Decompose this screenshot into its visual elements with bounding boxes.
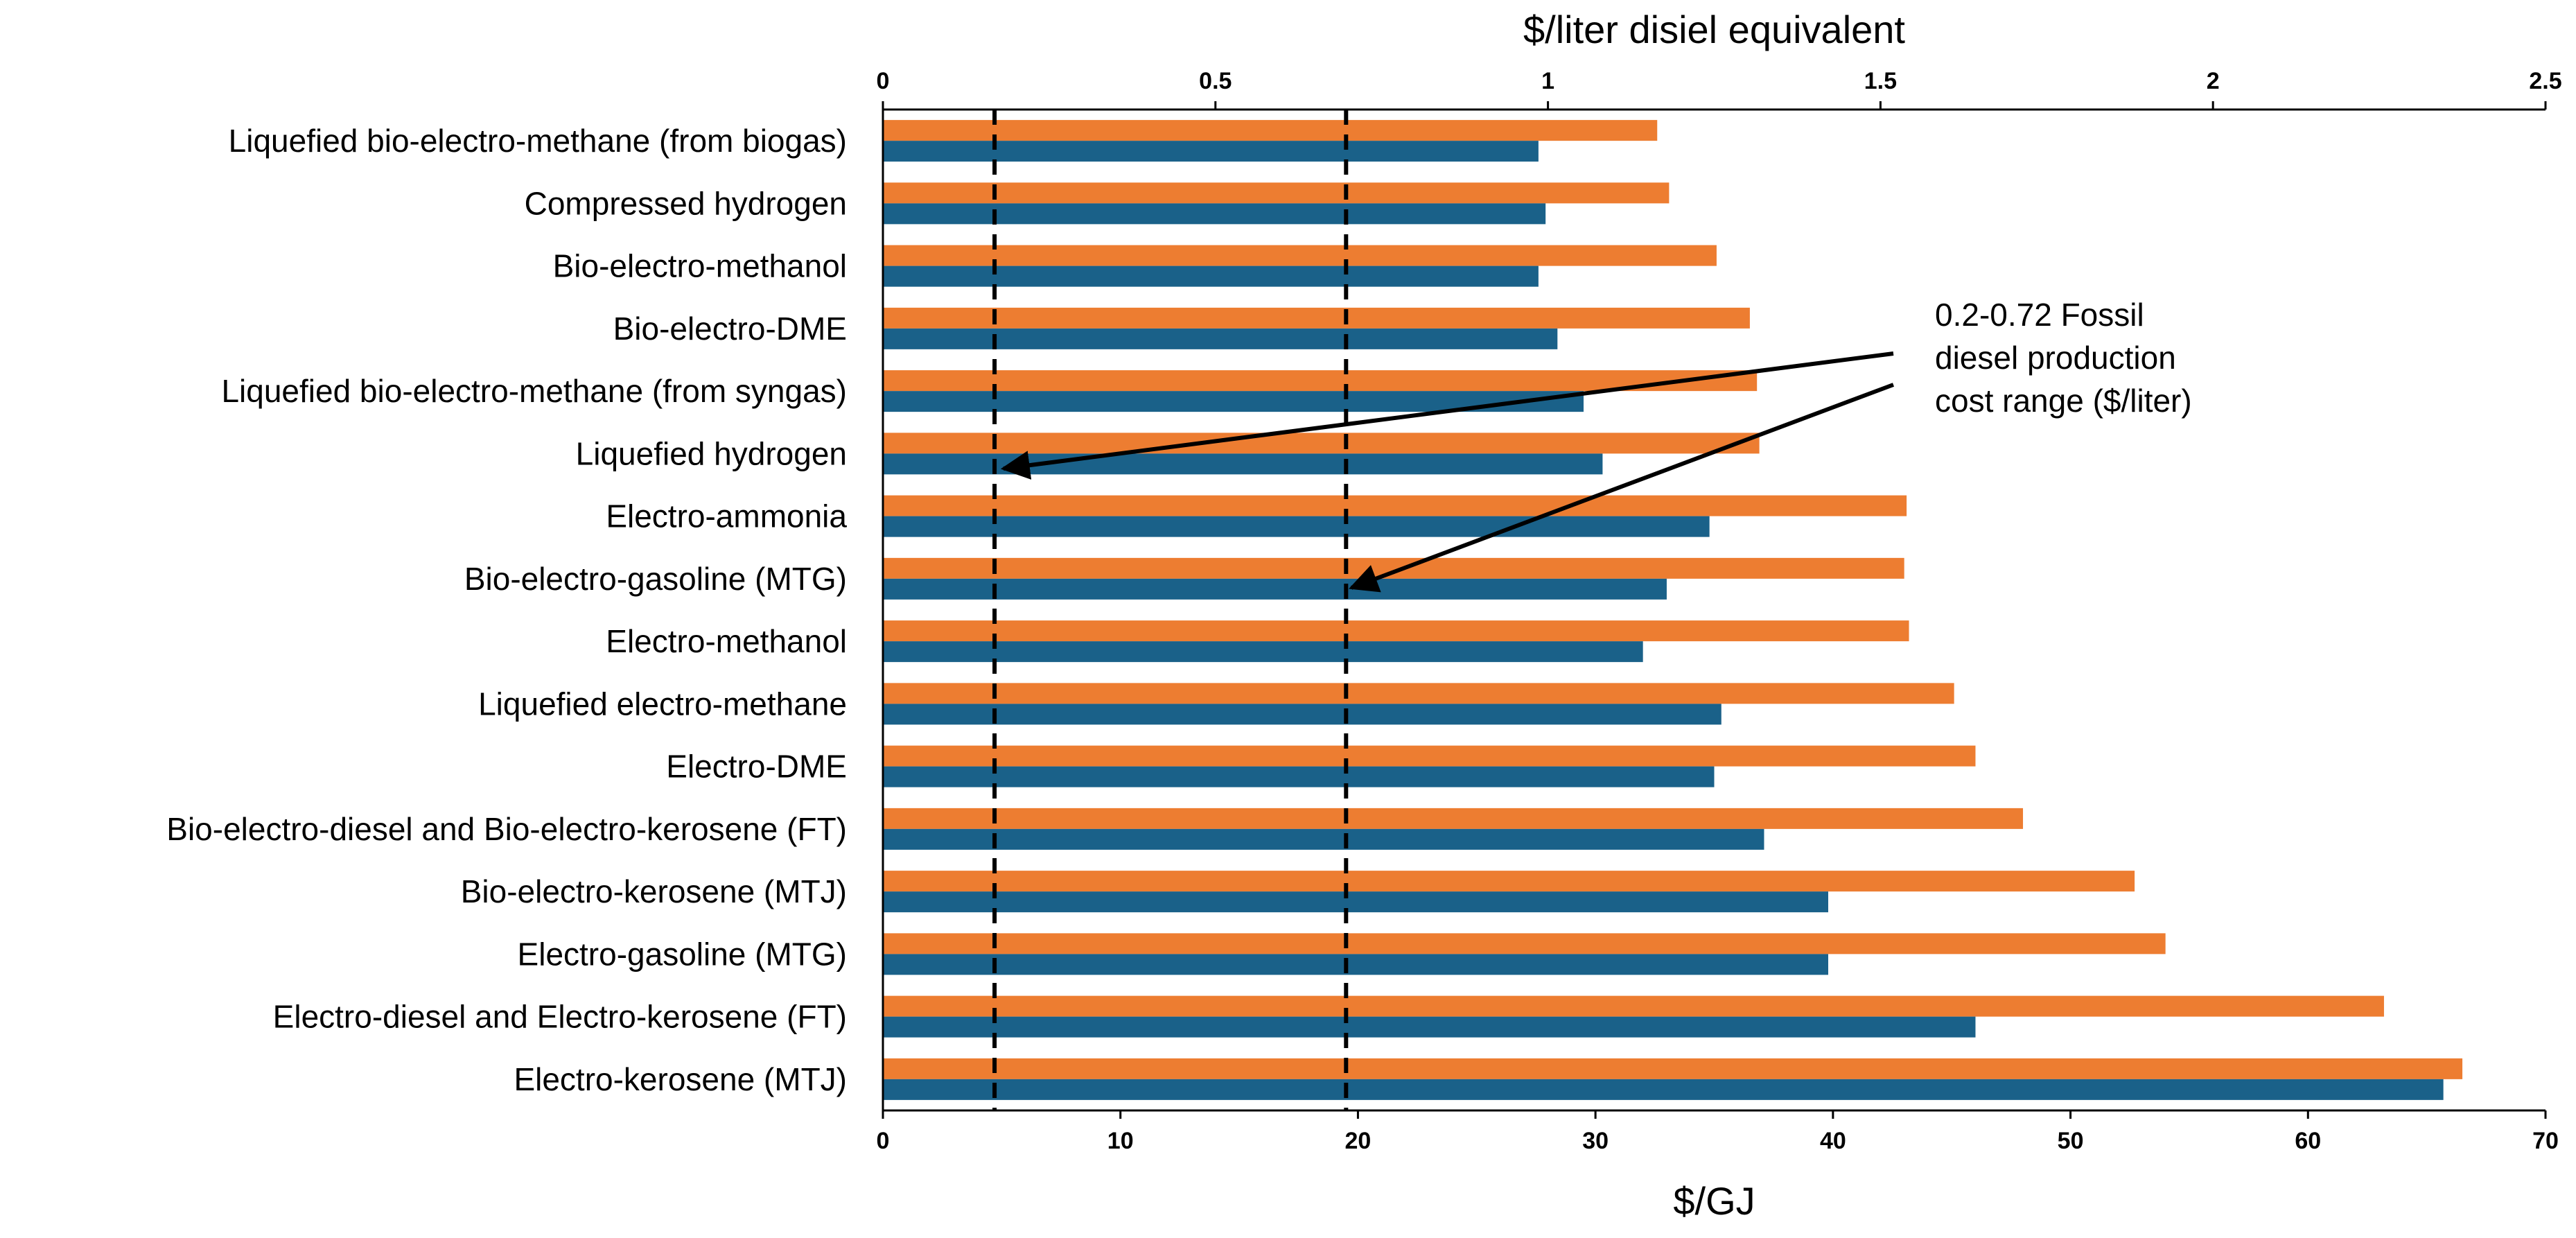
x-tick-label-top: 0 [877, 68, 890, 94]
bar-blue-9 [883, 641, 1643, 663]
bar-orange-15 [883, 995, 2384, 1017]
bar-blue-16 [883, 1079, 2444, 1100]
category-label: Electro-diesel and Electro-kerosene (FT) [273, 999, 847, 1035]
category-label: Electro-gasoline (MTG) [518, 936, 847, 972]
bar-orange-3 [883, 245, 1717, 266]
category-label: Bio-electro-gasoline (MTG) [464, 561, 847, 597]
annotation-text-line: cost range ($/liter) [1935, 383, 2192, 419]
bar-orange-11 [883, 745, 1976, 767]
category-label: Electro-DME [666, 749, 847, 785]
x-tick-label-bottom: 40 [1820, 1128, 1846, 1154]
x-tick-label-bottom: 70 [2532, 1128, 2559, 1154]
category-label: Electro-ammonia [606, 498, 847, 534]
bar-orange-2 [883, 182, 1670, 204]
category-label: Bio-electro-diesel and Bio-electro-keros… [166, 811, 847, 847]
bar-orange-5 [883, 370, 1758, 392]
bar-orange-16 [883, 1058, 2463, 1079]
bar-blue-13 [883, 891, 1829, 913]
annotation-text-line: 0.2-0.72 Fossil [1935, 297, 2144, 333]
category-label: Liquefied hydrogen [576, 435, 847, 471]
bar-blue-8 [883, 578, 1667, 600]
bar-blue-11 [883, 766, 1715, 787]
bar-orange-13 [883, 871, 2135, 892]
annotation-arrow-2 [1349, 383, 1895, 593]
category-label: Bio-electro-kerosene (MTJ) [461, 873, 847, 909]
category-label: Bio-electro-methanol [553, 248, 847, 284]
annotation-text-line: diesel production [1935, 340, 2176, 376]
x-tick-label-top: 0.5 [1199, 68, 1232, 94]
bar-orange-7 [883, 495, 1907, 516]
category-label: Liquefied bio-electro-methane (from biog… [229, 123, 847, 159]
bar-blue-7 [883, 516, 1710, 537]
reference-lines-layer [992, 110, 1349, 1110]
category-label: Liquefied bio-electro-methane (from syng… [221, 373, 847, 409]
x-tick-label-bottom: 0 [877, 1128, 890, 1154]
bar-blue-12 [883, 828, 1764, 850]
x-tick-label-bottom: 30 [1582, 1128, 1609, 1154]
bar-blue-10 [883, 704, 1721, 725]
category-label: Liquefied electro-methane [478, 686, 847, 722]
category-label: Electro-methanol [606, 623, 847, 659]
category-label: Bio-electro-DME [613, 311, 847, 347]
bar-orange-8 [883, 557, 1904, 579]
x-tick-label-bottom: 20 [1345, 1128, 1372, 1154]
annotation-layer: 0.2-0.72 Fossil diesel production cost ran… [1000, 297, 2192, 593]
x-tick-label-bottom: 60 [2295, 1128, 2321, 1154]
category-labels-layer: Liquefied bio-electro-methane (from biog… [166, 123, 847, 1097]
x2-axis-title: $/liter disiel equivalent [1523, 8, 1905, 51]
annotation-arrow-1 [1000, 351, 1894, 480]
bar-blue-1 [883, 141, 1539, 162]
bar-blue-4 [883, 328, 1558, 349]
bar-orange-1 [883, 120, 1658, 141]
x-tick-label-top: 2 [2207, 68, 2220, 94]
x-axis-title: $/GJ [1673, 1179, 1755, 1223]
x-tick-label-bottom: 10 [1107, 1128, 1134, 1154]
bar-orange-14 [883, 933, 2166, 954]
bar-orange-6 [883, 433, 1760, 454]
axes-layer: 0 10 20 30 40 50 60 70 0 0.5 1 1.5 2 2.5 $/GJ $/liter d… [877, 8, 2562, 1223]
x-tick-label-bottom: 50 [2058, 1128, 2084, 1154]
bar-blue-14 [883, 954, 1829, 975]
x-tick-label-top: 1.5 [1864, 68, 1897, 94]
bar-blue-6 [883, 453, 1603, 475]
x-tick-label-top: 1 [1541, 68, 1554, 94]
bar-orange-4 [883, 307, 1750, 329]
bar-blue-15 [883, 1016, 1976, 1038]
category-label: Compressed hydrogen [525, 185, 847, 221]
bar-orange-12 [883, 808, 2024, 829]
bar-blue-2 [883, 203, 1546, 225]
x-tick-label-top: 2.5 [2529, 68, 2561, 94]
bars-layer [883, 120, 2463, 1100]
category-label: Electro-kerosene (MTJ) [514, 1061, 847, 1097]
bar-orange-9 [883, 620, 1909, 642]
bar-orange-10 [883, 683, 1954, 704]
bar-blue-3 [883, 265, 1539, 287]
